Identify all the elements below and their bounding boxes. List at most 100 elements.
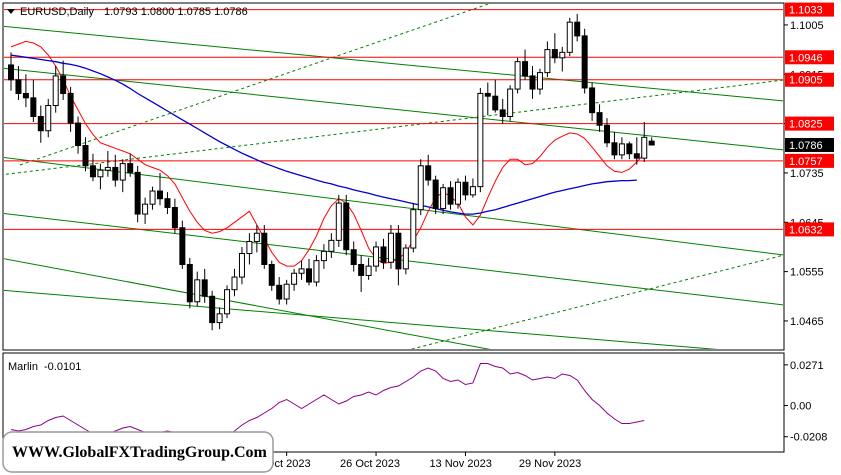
indicator-pane-frame [2,352,785,453]
candle [164,192,171,215]
candle-body [224,289,231,315]
candle [261,225,268,269]
candle [536,68,543,95]
candle [253,225,260,253]
candle [581,28,588,94]
candle-body [320,250,327,262]
candle-body [261,232,268,265]
level-tag-bg [785,50,834,65]
candle-body [343,202,350,251]
candle-body [514,61,521,90]
candle-body [633,153,640,159]
candle [432,175,439,215]
candle-body [462,181,469,196]
price-tick-label: 1.0555 [790,267,824,279]
dotted-fan-line [19,4,490,166]
candle [410,203,417,253]
candle [112,154,119,187]
candle [82,137,89,172]
candle [455,178,461,209]
candle [529,66,536,99]
candle-body [179,227,186,265]
candle-body [8,64,14,81]
candle [119,159,126,193]
candle-body [432,179,439,210]
channel-line-top [4,67,783,151]
candle-body [164,198,171,208]
candle [209,290,216,331]
watermark-text: WWW.GlobalFXTradingGroup.Com [12,444,268,461]
candle [492,79,499,113]
candle [22,74,29,108]
candle-body [618,143,625,156]
current-price-tag: 1.0786 [789,140,823,152]
candles [8,13,655,331]
candle [499,98,506,124]
candle [604,118,610,148]
candle-body [395,232,402,270]
candle [224,285,231,319]
indicator-name: Marlin [8,361,38,373]
candle-body [596,112,603,126]
candle [365,257,372,280]
channel-line-upper [4,25,783,102]
candle [298,260,305,280]
candle [291,268,298,291]
candle-body [373,246,380,267]
candle-body [313,260,320,283]
level-tag-bg [785,116,834,131]
candle-body [119,163,126,181]
candle-body [246,240,253,255]
candle-body [648,140,655,146]
price-tick-label: 1.0735 [790,168,824,180]
candle-body [149,190,156,205]
candle [134,165,141,223]
candle [171,198,178,234]
candle-body [581,35,588,89]
candle-body [60,75,67,94]
level-tag-bg [785,153,834,168]
candle-body [52,75,59,107]
candle [477,87,484,193]
dropdown-triangle-icon[interactable] [7,9,15,14]
candle-body [238,253,245,278]
candle [633,137,640,165]
candle [469,178,476,198]
candle-body [283,283,290,300]
candle-body [45,105,52,132]
candle [127,153,134,177]
candle [559,46,566,72]
candle-body [15,79,22,94]
price-tick-label: 1.1005 [790,20,824,32]
candle [8,52,14,91]
candle-body [551,49,558,59]
candle-body [484,92,491,97]
candle [551,33,558,64]
candle [507,85,514,121]
candle-body [447,187,454,205]
candle [641,121,648,162]
candle-body [201,279,208,297]
candle-body [477,92,484,188]
candle [440,183,447,215]
candle-body [604,124,610,144]
level-tag-bg [785,2,834,17]
candle-body [402,247,409,270]
candle-body [566,21,573,53]
time-tick-label: 29 Nov 2023 [519,458,581,470]
candle-body [626,143,633,155]
candle [37,105,44,143]
candle-body [276,284,283,300]
candle-body [499,109,506,117]
candle [387,225,394,269]
candle [283,279,290,305]
candle-body [574,21,581,37]
candle [216,307,223,330]
candle [373,241,380,272]
candle-body [253,232,260,242]
level-tags: 1.1033 1.0946 1.0905 1.0825 1.0757 1.0632 1.07… [785,2,834,237]
candle [306,259,312,286]
candle-body [492,95,499,111]
candle [328,233,335,258]
